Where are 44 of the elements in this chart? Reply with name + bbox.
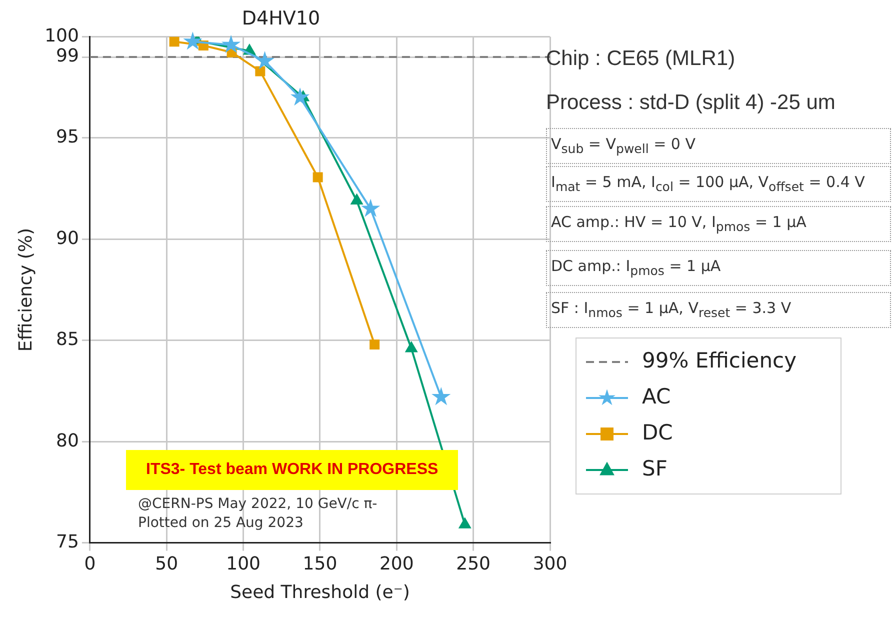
annotation: Plotted on 25 Aug 2023 <box>138 515 304 532</box>
annotation: @CERN-PS May 2022, 10 GeV/c π- <box>138 496 378 514</box>
point <box>184 32 202 49</box>
y-tick-label: 99 <box>56 46 79 67</box>
annotation: ITS3- Test beam WORK IN PROGRESS <box>126 450 458 490</box>
y-tick-label: 90 <box>56 228 79 249</box>
x-tick-label: 100 <box>226 553 260 574</box>
point <box>169 36 180 47</box>
text: DC amp.: I$_{pmos}$ = 1 µA <box>546 250 891 286</box>
point <box>350 194 363 204</box>
point <box>255 66 266 76</box>
y-axis-title: Efficiency (%) <box>15 228 36 352</box>
legend-label: SF <box>642 456 668 480</box>
annotation: Process : std-D (split 4) -25 um <box>546 90 836 116</box>
text: I$_{mat}$ = 5 mA, I$_{col}$ = 100 µA, V$_{offset}$ = 0.4 V <box>546 166 891 202</box>
chart-title: D4HV10 <box>242 7 320 30</box>
text: V$_{sub}$ = V$_{pwell}$ = 0 V <box>546 128 891 164</box>
y-tick-label: 85 <box>56 329 79 350</box>
point <box>432 388 450 404</box>
point <box>370 339 380 350</box>
y-tick-label: 75 <box>56 531 79 552</box>
point <box>362 200 380 216</box>
x-tick-label: 0 <box>84 553 96 574</box>
legend-label: AC <box>642 384 671 408</box>
x-tick-label: 250 <box>456 553 491 574</box>
annotation: Chip : CE65 (MLR1) <box>546 46 736 72</box>
x-tick-label: 200 <box>379 553 414 574</box>
point <box>405 342 418 352</box>
y-tick-label: 80 <box>56 430 79 452</box>
y-tick-label: 95 <box>56 126 79 148</box>
point <box>458 518 471 528</box>
text: SF : I$_{nmos}$ = 1 µA, V$_{reset}$ = 3.3 V <box>546 292 891 328</box>
y-tick-label: 100 <box>44 25 79 46</box>
x-tick-label: 50 <box>155 553 178 574</box>
text: AC amp.: HV = 10 V, I$_{pmos}$ = 1 µA <box>546 206 891 242</box>
x-tick-label: 150 <box>302 553 338 574</box>
point <box>256 52 274 68</box>
point <box>222 36 240 52</box>
legend-label: DC <box>642 420 673 444</box>
x-axis-title: Seed Threshold (e⁻) <box>230 582 410 603</box>
x-tick-label: 300 <box>532 553 568 574</box>
legend-label: 99% Efficiency <box>642 348 797 372</box>
point <box>312 172 323 182</box>
point <box>292 88 309 105</box>
